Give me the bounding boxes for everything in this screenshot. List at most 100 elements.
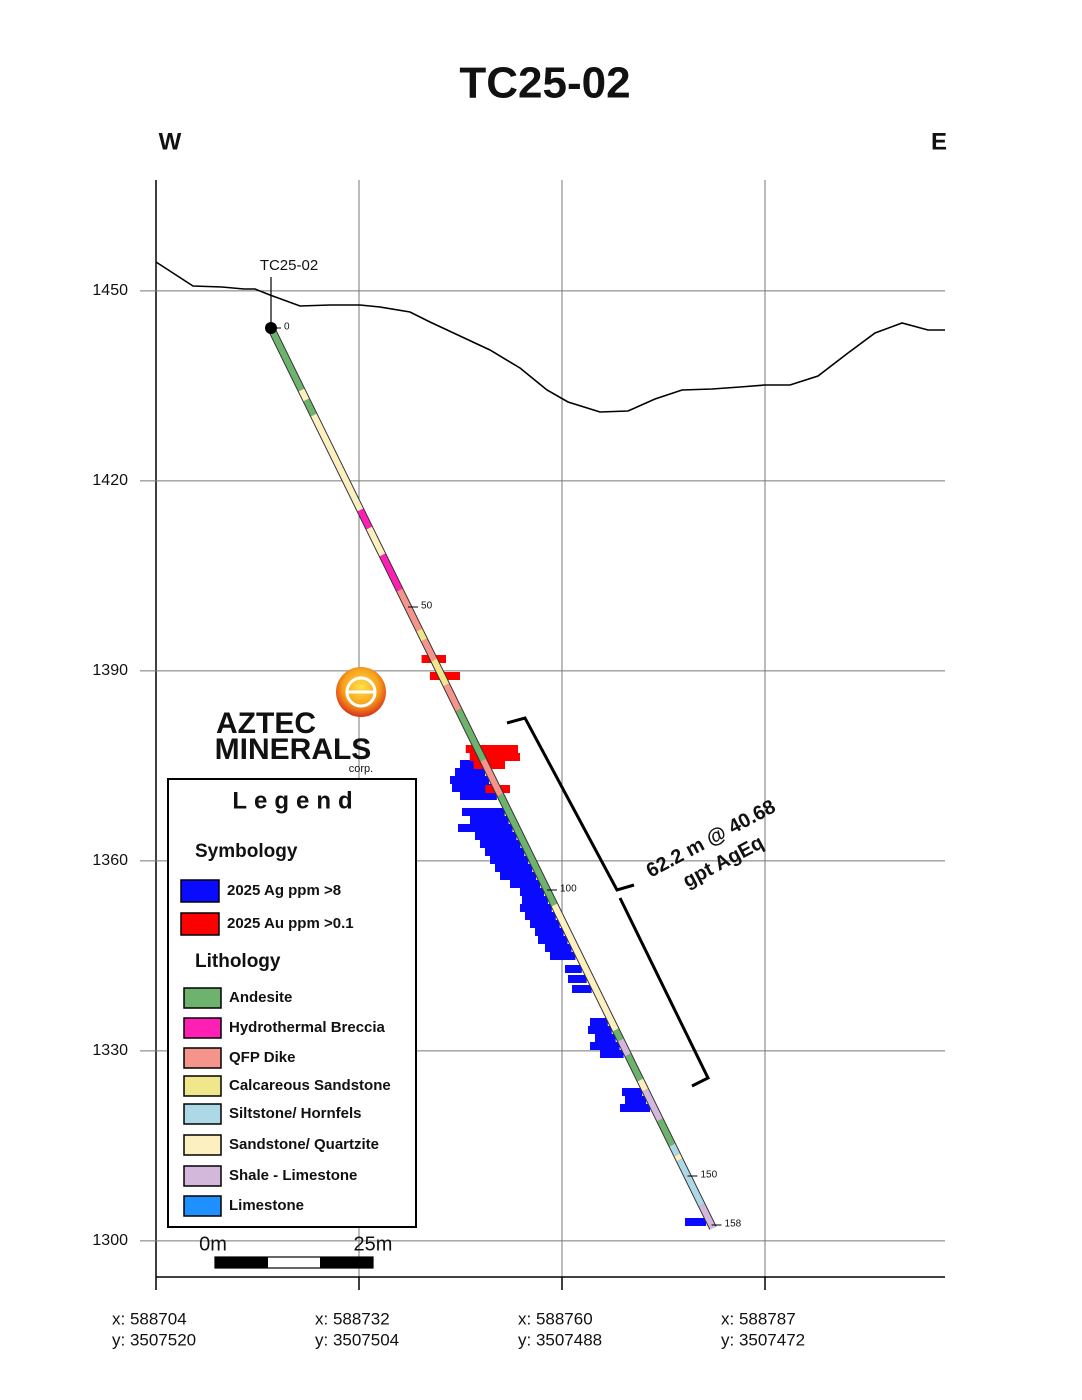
depth-label: 100 [560, 884, 577, 895]
legend-label: Shale - Limestone [229, 1167, 357, 1184]
logo-name: AZTEC [216, 707, 316, 740]
ag-bar [522, 896, 548, 904]
ag-bar [545, 944, 572, 952]
ag-bar [625, 1096, 647, 1104]
x-label: y: 3507504 [315, 1330, 399, 1349]
direction-west: W [159, 128, 182, 155]
hole-segment [657, 1118, 675, 1147]
y-tick-label: 1360 [92, 852, 128, 869]
drill-hole [267, 326, 717, 1230]
ag-bar [470, 816, 509, 824]
legend-swatch [183, 1075, 222, 1097]
hole-segment [613, 1028, 624, 1042]
ag-bar [550, 952, 576, 960]
legend-label: 2025 Ag ppm >8 [227, 882, 341, 899]
ag-bar [458, 824, 513, 832]
intercept-bracket [506, 716, 711, 1088]
x-label: x: 588787 [721, 1309, 796, 1328]
intercept-annotation: 62.2 m @ 40.68 gpt AgEq [643, 796, 780, 893]
ag-bar [460, 760, 482, 768]
ag-bar [685, 1218, 707, 1226]
hole-segment [298, 388, 310, 402]
hole-segment [642, 1088, 663, 1122]
ag-bar [480, 840, 521, 848]
ag-bar [475, 832, 517, 840]
legend-swatch [183, 987, 222, 1009]
depth-label: 158 [725, 1219, 742, 1230]
direction-east: E [931, 128, 947, 155]
ag-bar [520, 888, 544, 896]
hole-segment [669, 1143, 680, 1157]
ag-bar [590, 1018, 608, 1026]
hole-segment [497, 793, 558, 907]
ag-bar [485, 848, 525, 856]
legend-swatch [183, 1134, 222, 1156]
depth-label: 150 [700, 1170, 717, 1181]
ag-bar [588, 1026, 612, 1034]
x-label: y: 3507472 [721, 1330, 805, 1349]
ag-bar [462, 808, 505, 816]
ag-bar [568, 975, 587, 983]
x-label: x: 588732 [315, 1309, 390, 1328]
hole-label: TC25-02 [260, 257, 318, 274]
legend-heading: Symbology [195, 841, 298, 862]
scale-label: 25m [354, 1233, 393, 1255]
ag-bar [595, 1034, 616, 1042]
legend-swatch [183, 1017, 222, 1039]
legend: Legend Symbology Lithology 2025 Ag ppm >… [167, 778, 417, 1228]
y-tick-label: 1390 [92, 662, 128, 679]
ag-bar [565, 965, 582, 973]
legend-swatch [183, 1165, 222, 1187]
ag-bar [510, 880, 541, 888]
hole-segment [366, 526, 386, 557]
au-bar [469, 753, 520, 761]
logo-suffix: corp. [349, 763, 373, 775]
hole-segment [617, 1038, 631, 1057]
ag-bar [490, 856, 529, 864]
hole-segment [551, 903, 619, 1032]
hole-segment [637, 1078, 648, 1092]
legend-label: 2025 Au ppm >0.1 [227, 915, 354, 932]
legend-swatch [183, 1195, 222, 1217]
y-tick-label: 1330 [92, 1042, 128, 1059]
logo-name: MINERALS [215, 733, 372, 766]
legend-label: Hydrothermal Breccia [229, 1019, 386, 1036]
y-tick-label: 1420 [92, 472, 128, 489]
legend-swatch [180, 879, 220, 903]
hole-segment [416, 628, 427, 642]
legend-label: Calcareous Sandstone [229, 1077, 391, 1094]
legend-label: Limestone [229, 1197, 304, 1214]
ag-bar [535, 928, 564, 936]
ag-bar [572, 985, 592, 993]
legend-title: Legend [232, 787, 359, 814]
topography [155, 261, 945, 413]
ag-bar [538, 936, 568, 944]
legend-label: Sandstone/ Quartzite [229, 1136, 379, 1153]
hole-segment [421, 638, 437, 662]
legend-swatch [183, 1047, 222, 1069]
x-label: y: 3507488 [518, 1330, 602, 1349]
legend-swatch [183, 1103, 222, 1125]
scale-segment [320, 1257, 373, 1268]
ag-bar [520, 904, 552, 912]
assay-bars [421, 655, 707, 1226]
ag-bar [530, 920, 560, 928]
ag-bar [450, 776, 489, 784]
scale-segment [215, 1257, 268, 1268]
hole-segment [625, 1053, 644, 1082]
ag-bar [455, 768, 486, 776]
hole-segment [674, 1153, 683, 1162]
ag-bar [590, 1042, 620, 1050]
hole-segment [455, 708, 486, 762]
legend-label: Andesite [229, 989, 292, 1006]
ag-bar [620, 1104, 651, 1112]
ag-bar [495, 864, 533, 872]
legend-swatch [180, 912, 220, 936]
ag-bar [622, 1088, 643, 1096]
legend-heading: Lithology [195, 951, 281, 972]
logo: AZTEC MINERALS corp. [215, 667, 386, 775]
depth-label: 0 [284, 322, 290, 333]
ag-bar [600, 1050, 624, 1058]
ag-bar [460, 792, 497, 800]
